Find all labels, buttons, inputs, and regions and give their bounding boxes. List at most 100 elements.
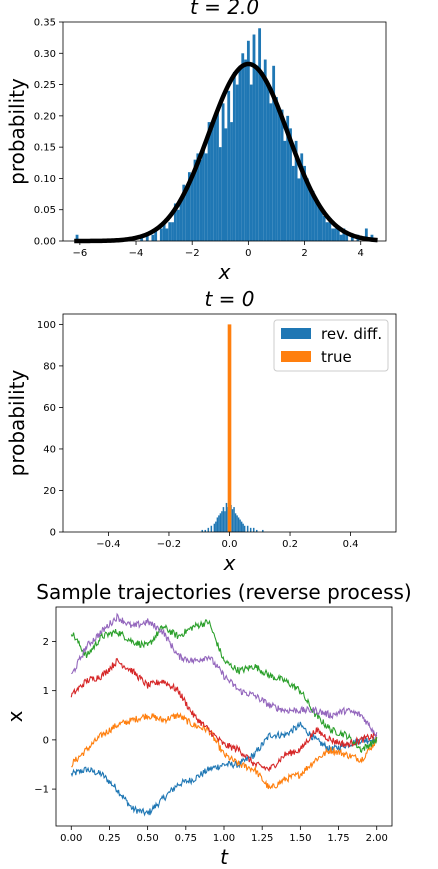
plot-frame [55,606,393,827]
histogram-bar [258,28,262,242]
rev-diff-bar [204,529,207,532]
histogram-bar [300,153,304,241]
histogram-bar [308,190,312,241]
x-tick-label: 0.50 [137,833,159,844]
rev-diff-bar [213,523,216,532]
rev-diff-bar [237,517,240,532]
histogram-bar [202,147,205,241]
histogram-bar [280,109,284,241]
histogram-bar [252,34,256,242]
histogram-bar [162,222,166,241]
rev-diff-bar [252,527,255,532]
y-tick-label: 20 [43,486,56,497]
histogram-bar [176,209,180,241]
histogram-bar [238,65,242,241]
histogram-bar [216,109,219,241]
histogram-bar [171,222,174,241]
trajectory-line-1 [70,721,378,817]
rev-diff-bar [240,521,243,532]
legend: rev. diff. true [273,319,389,372]
x-tick-label: −0.4 [96,539,120,550]
histogram-bar [342,228,346,241]
x-tick-label: 2 [301,248,307,259]
x-axis-label: x [218,260,231,284]
y-tick-label: 80 [43,361,56,372]
x-tick-label: 0.0 [222,539,238,550]
histogram-bar [322,215,326,241]
chart-2: t = 0 −0.4 −0.2 0.0 0.2 0.4 0 20 40 60 80 100 x proba… [5,287,397,575]
histogram-bar [334,228,337,241]
chart-title: t = 2.0 [190,0,259,19]
histogram-bar [249,84,253,241]
histogram-bar [261,72,264,241]
legend-swatch-rev-diff [281,328,311,339]
x-tick-label: 1.75 [327,833,349,844]
x-tick-label: 1.50 [289,833,311,844]
histogram-bar [241,53,245,242]
y-tick-label: 0 [50,528,56,539]
histogram-bar [263,59,267,241]
histogram-bar [272,65,276,241]
y-tick-label: 0.10 [34,174,56,185]
rev-diff-bar [225,502,228,532]
y-axis-label: probability [5,369,29,476]
y-axis-label: x [3,710,27,722]
rev-diff-bar [249,527,252,532]
histogram-bar [305,178,309,241]
histogram-bar [213,115,217,241]
histogram-bar [159,228,163,241]
rev-diff-bar [262,529,264,532]
rev-diff-bar [236,515,238,532]
histogram-bar [336,228,340,241]
histogram-bar [275,97,278,241]
histogram-bar [317,203,320,241]
rev-diff-bar [215,521,217,532]
histogram-bar [190,178,194,241]
histogram-bar [193,159,197,241]
trajectory-line-4 [70,657,378,772]
histogram-bar [255,65,259,241]
histogram-bar [196,153,200,241]
histogram-bar [224,128,228,241]
histogram-bar [319,209,323,241]
pdf-curve-line [73,61,379,244]
histogram-bar [235,84,239,241]
histogram-bar [269,103,273,241]
rev-diff-bar [255,529,258,532]
rev-diff-bar [216,517,219,532]
histogram-bar [289,128,292,241]
x-tick-label: 0.75 [175,833,197,844]
histogram-bar [286,115,290,241]
y-tick-label: 0.15 [34,143,56,154]
rev-diff-bar [242,523,244,532]
histogram-bar [266,84,270,241]
trajectory-line-3 [70,619,378,754]
rev-diff-bar [207,527,210,532]
rev-diff-bar [210,525,213,532]
x-tick-label: −2 [185,248,200,259]
histogram-bar [339,234,343,241]
histogram-bar [246,40,250,242]
histogram-bar [291,165,295,241]
x-tick-label: 1.25 [251,833,273,844]
x-tick-label: 1.00 [213,833,235,844]
chart-1: t = 2.0 −6 −4 −2 0 2 4 0.00 0.05 0.10 0.15 0.20 0.25… [5,0,387,284]
histogram-bar [221,103,225,241]
histogram-bar [314,197,318,241]
histogram-bar [328,222,332,241]
y-tick-label: 40 [43,444,56,455]
x-tick-label: −4 [129,248,144,259]
y-tick-label: 0.25 [34,80,56,91]
y-tick-label: 1 [43,686,49,697]
x-tick-label: −6 [72,248,87,259]
histogram-bar [179,197,183,241]
histogram-bar [210,128,214,241]
trajectory-line-5 [71,612,378,737]
histogram-bar [182,184,186,241]
y-tick-label: 0.00 [34,237,56,248]
rev-diff-bar [243,525,246,532]
plot-frame [62,21,387,242]
histogram-bar [325,222,329,241]
x-tick-label: 0.4 [343,539,359,550]
